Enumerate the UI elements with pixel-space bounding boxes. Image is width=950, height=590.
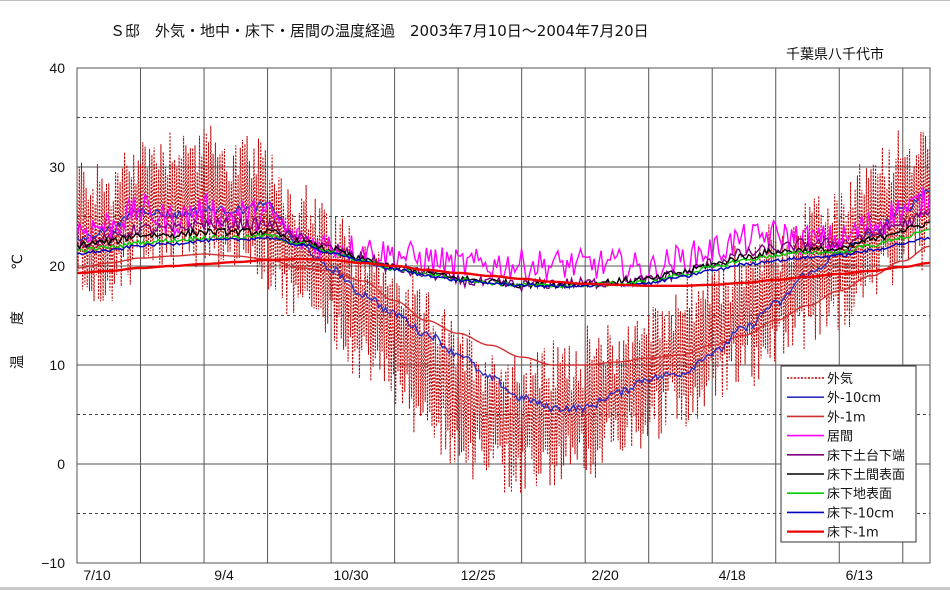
- series-line-5: [77, 220, 930, 290]
- legend-label: 外-10cm: [827, 391, 881, 406]
- x-tick-label: 6/13: [846, 567, 873, 583]
- plot-frame: [76, 67, 931, 564]
- y-tick-label: 0: [57, 456, 65, 472]
- x-tick-label: 2/20: [592, 567, 619, 583]
- y-axis-label-char: 度: [10, 311, 26, 325]
- chart-subtitle-location: 千葉県八千代市: [786, 47, 884, 63]
- x-tick-label: 10/30: [334, 567, 369, 583]
- series-line-1: [77, 188, 930, 414]
- y-axis-label-char: 温: [10, 355, 26, 369]
- legend-label: 床下土台下端: [827, 449, 905, 464]
- legend-label: 外-1m: [827, 410, 866, 425]
- series-line-0: [77, 120, 930, 494]
- y-tick-label: 10: [49, 357, 65, 373]
- x-tick-labels: 7/10 9/4 10/30 12/25 2/20 4/18 6/13: [83, 567, 873, 583]
- series-layer: [77, 120, 930, 494]
- x-tick-label: 9/4: [214, 567, 234, 583]
- legend-label: 居間: [827, 430, 853, 445]
- legend-label: 床下-1m: [827, 526, 879, 541]
- legend-label: 床下-10cm: [827, 506, 894, 521]
- x-tick-label: 4/18: [719, 567, 746, 583]
- series-line-2: [77, 245, 930, 366]
- y-axis-label-char: ℃: [10, 254, 26, 270]
- bottom-border: [0, 587, 950, 590]
- y-tick-label: 30: [49, 159, 65, 175]
- y-tick-label: 40: [49, 60, 65, 76]
- x-tick-label: 12/25: [461, 567, 496, 583]
- legend-label: 床下土間表面: [827, 468, 905, 483]
- x-tick-label: 7/10: [83, 567, 110, 583]
- chart-title: Ｓ邸 外気・地中・床下・居間の温度経過 2003年7月10日～2004年7月20…: [110, 22, 649, 40]
- series-line-4: [77, 210, 930, 294]
- y-axis-label: 温 度 ℃: [10, 254, 26, 369]
- legend-label: 外気: [827, 371, 853, 387]
- series-line-8: [77, 257, 930, 287]
- legend-label: 床下地表面: [827, 487, 892, 502]
- series-line-7: [77, 235, 930, 289]
- top-border: [0, 0, 950, 1]
- y-tick-label: −10: [41, 555, 65, 571]
- y-tick-label: 20: [49, 258, 65, 274]
- y-tick-labels: 40 30 20 10 0 −10: [41, 60, 65, 571]
